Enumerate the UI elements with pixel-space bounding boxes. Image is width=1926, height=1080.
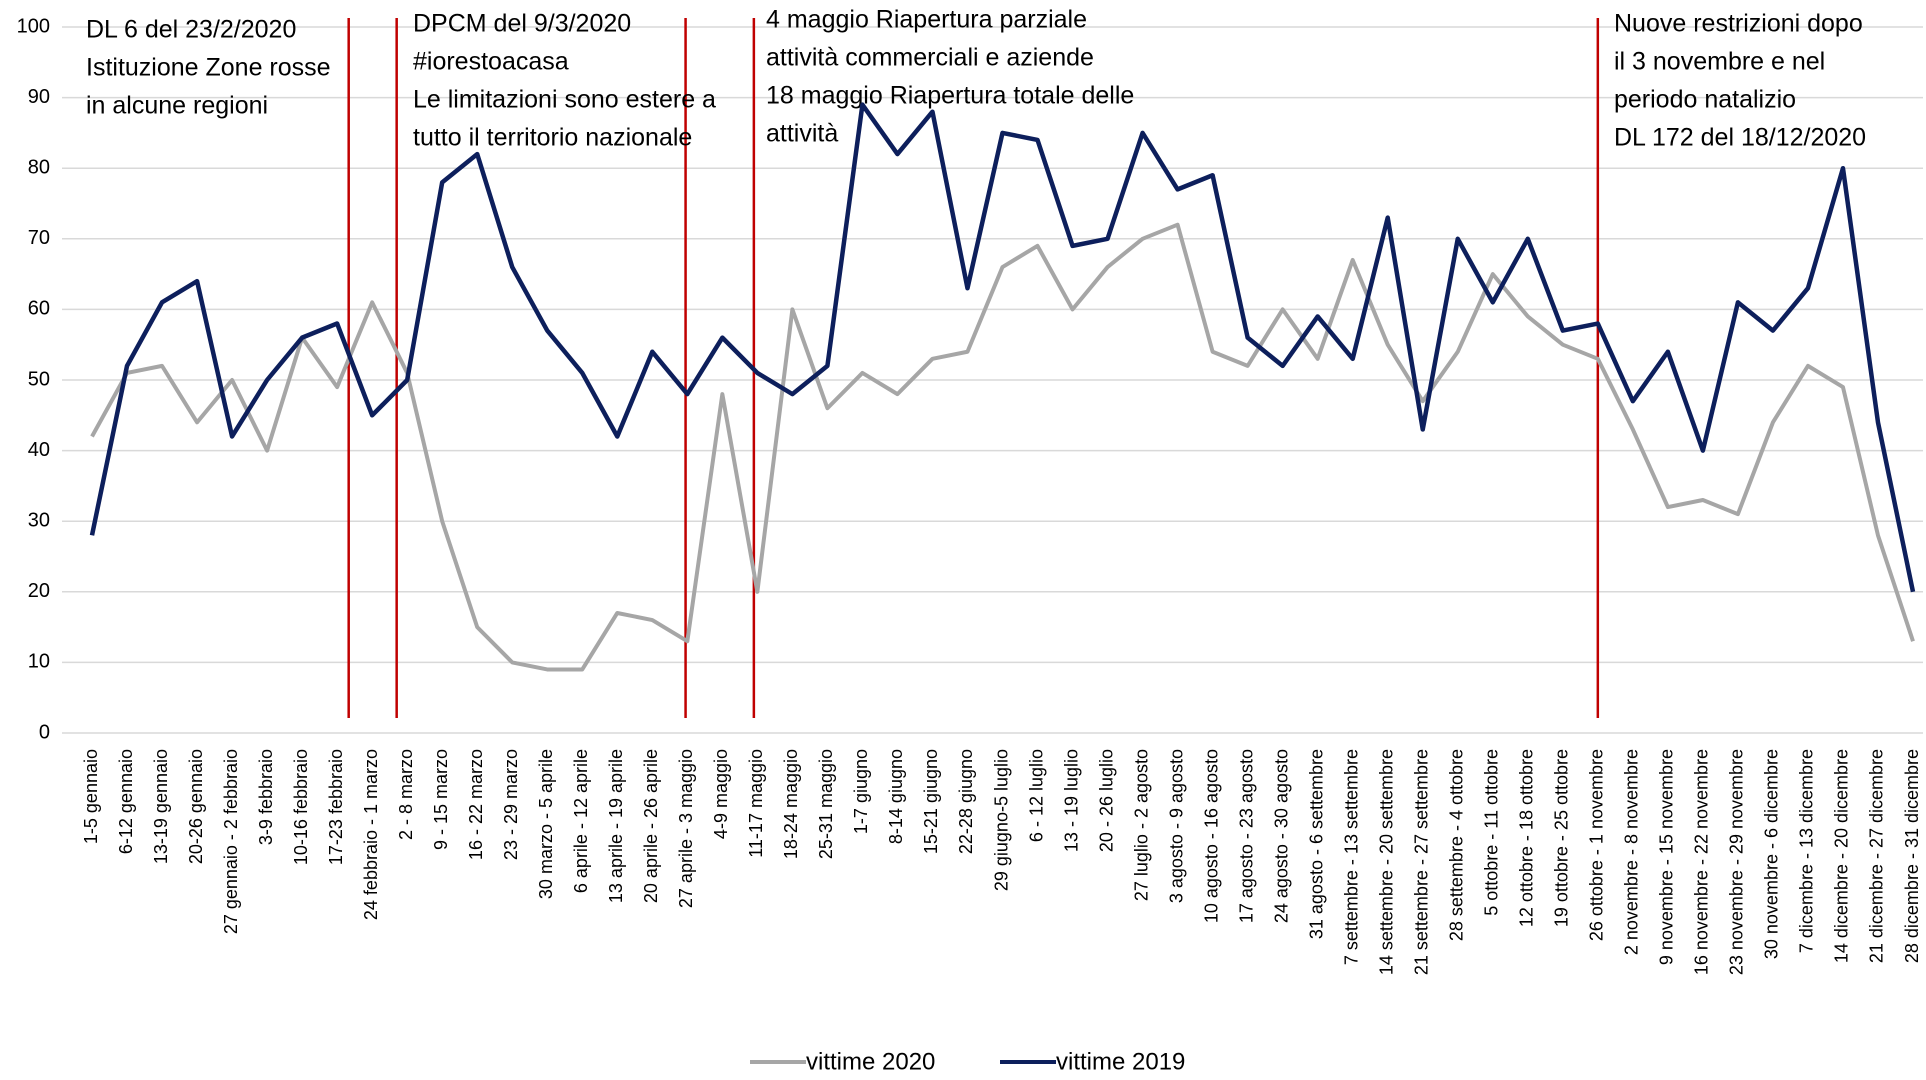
x-tick-label: 30 novembre - 6 dicembre [1762, 749, 1782, 959]
y-tick-label: 60 [28, 298, 50, 320]
y-tick-label: 20 [28, 580, 50, 602]
x-tick-label: 3-9 febbraio [256, 749, 276, 845]
annotation: #iorestoacasa [413, 48, 569, 76]
x-tick-label: 7 dicembre - 13 dicembre [1797, 749, 1817, 953]
x-tick-label: 24 febbraio - 1 marzo [361, 749, 381, 920]
x-tick-label: 29 giugno-5 luglio [991, 749, 1011, 891]
x-tick-label: 28 settembre - 4 ottobre [1447, 749, 1467, 941]
x-tick-label: 30 marzo - 5 aprile [536, 749, 556, 899]
x-tick-label: 13 - 19 luglio [1061, 749, 1081, 852]
y-tick-label: 30 [28, 509, 50, 531]
y-tick-label: 40 [28, 439, 50, 461]
y-tick-label: 0 [39, 721, 50, 743]
annotation: Istituzione Zone rosse [86, 54, 331, 82]
x-tick-label: 21 settembre - 27 settembre [1411, 749, 1431, 975]
annotation: il 3 novembre e nel [1614, 48, 1825, 76]
annotation: DL 172 del 18/12/2020 [1614, 124, 1866, 152]
x-tick-label: 20-26 gennaio [186, 749, 206, 864]
x-tick-label: 20 - 26 luglio [1096, 749, 1116, 852]
legend-label: vittime 2020 [806, 1048, 935, 1075]
x-tick-label: 23 - 29 marzo [501, 749, 521, 860]
annotation: Nuove restrizioni dopo [1614, 10, 1863, 38]
x-tick-label: 12 ottobre - 18 ottobre [1517, 749, 1537, 927]
x-tick-label: 8-14 giugno [886, 749, 906, 844]
annotation: DPCM del 9/3/2020 [413, 10, 631, 38]
series-line [90, 222, 1915, 672]
x-tick-label: 26 ottobre - 1 novembre [1587, 749, 1607, 941]
x-tick-label: 15-21 giugno [921, 749, 941, 854]
x-tick-label: 13-19 gennaio [151, 749, 171, 864]
legend-label: vittime 2019 [1056, 1048, 1185, 1075]
x-tick-label: 14 dicembre - 20 dicembre [1832, 749, 1852, 963]
annotation: 4 maggio Riapertura parziale [766, 6, 1087, 34]
x-tick-label: 27 aprile - 3 maggio [676, 749, 696, 908]
x-tick-label: 6 - 12 luglio [1026, 749, 1046, 842]
annotation: Le limitazioni sono estere a [413, 86, 716, 114]
x-tick-label: 31 agosto - 6 settembre [1306, 749, 1326, 939]
x-tick-label: 24 agosto - 30 agosto [1271, 749, 1291, 923]
annotation: attività [766, 120, 838, 148]
x-tick-label: 4-9 maggio [711, 749, 731, 839]
x-tick-label: 3 agosto - 9 agosto [1166, 749, 1186, 903]
x-tick-label: 2 - 8 marzo [396, 749, 416, 840]
x-tick-label: 27 luglio - 2 agosto [1131, 749, 1151, 901]
x-tick-label: 11-17 maggio [746, 749, 766, 858]
x-tick-label: 18-24 maggio [781, 749, 801, 859]
annotation: periodo natalizio [1614, 86, 1796, 114]
x-tick-label: 13 aprile - 19 aprile [606, 749, 626, 903]
x-tick-label: 27 gennaio - 2 febbraio [221, 749, 241, 934]
series-line [89, 102, 1916, 593]
x-tick-label: 10 agosto - 16 agosto [1201, 749, 1221, 923]
annotation: DL 6 del 23/2/2020 [86, 16, 296, 44]
annotation: attività commerciali e aziende [766, 44, 1094, 72]
x-tick-label: 14 settembre - 20 settembre [1376, 749, 1396, 975]
x-tick-label: 20 aprile - 26 aprile [641, 749, 661, 903]
x-tick-label: 19 ottobre - 25 ottobre [1552, 749, 1572, 927]
annotation: tutto il territorio nazionale [413, 124, 692, 152]
y-tick-label: 90 [28, 86, 50, 108]
x-tick-label: 2 novembre - 8 novembre [1622, 749, 1642, 955]
x-tick-label: 9 novembre - 15 novembre [1657, 749, 1677, 965]
x-tick-label: 1-7 giugno [851, 749, 871, 834]
x-tick-label: 16 - 22 marzo [466, 749, 486, 860]
x-tick-label: 7 settembre - 13 settembre [1341, 749, 1361, 965]
x-tick-label: 28 dicembre - 31 dicembre [1902, 749, 1922, 963]
x-tick-label: 17 agosto - 23 agosto [1236, 749, 1256, 923]
y-tick-label: 70 [28, 227, 50, 249]
y-tick-label: 50 [28, 368, 50, 390]
x-tick-label: 17-23 febbraio [326, 749, 346, 865]
x-tick-label: 23 novembre - 29 novembre [1727, 749, 1747, 975]
x-tick-label: 1-5 gennaio [81, 749, 101, 844]
annotation: in alcune regioni [86, 92, 268, 120]
y-tick-label: 80 [28, 156, 50, 178]
annotation: 18 maggio Riapertura totale delle [766, 82, 1134, 110]
x-tick-label: 22-28 giugno [956, 749, 976, 854]
y-tick-label: 100 [17, 15, 50, 37]
x-tick-label: 10-16 febbraio [291, 749, 311, 865]
x-tick-label: 6-12 gennaio [116, 749, 136, 854]
x-tick-label: 21 dicembre - 27 dicembre [1867, 749, 1887, 963]
x-tick-label: 6 aprile - 12 aprile [571, 749, 591, 893]
x-tick-label: 9 - 15 marzo [431, 749, 451, 850]
y-tick-label: 10 [28, 651, 50, 673]
x-tick-label: 16 novembre - 22 novembre [1692, 749, 1712, 975]
x-tick-label: 5 ottobre - 11 ottobre [1482, 749, 1502, 916]
x-tick-label: 25-31 maggio [816, 749, 836, 859]
